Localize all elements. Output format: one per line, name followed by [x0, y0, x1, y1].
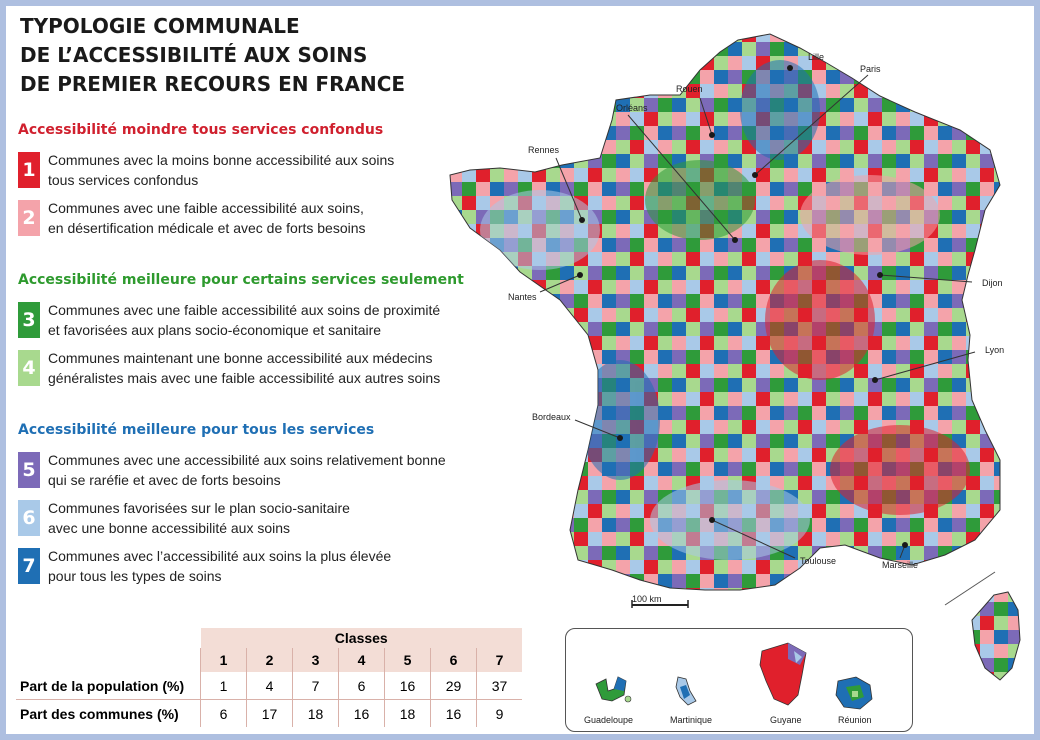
row-label: Part des communes (%) — [16, 699, 201, 727]
legend-item-line: Communes maintenant une bonne accessibil… — [48, 350, 433, 366]
table-cell: 7 — [292, 672, 339, 700]
column-header: 1 — [200, 648, 247, 672]
corsica — [971, 591, 1021, 681]
legend-item-text: Communes avec une accessibilité aux soin… — [48, 450, 528, 490]
legend-item-line: et favorisées aux plans socio-économique… — [48, 322, 382, 338]
legend-item-class-3: 3 Communes avec une faible accessibilité… — [18, 300, 518, 340]
table-header-row: 1 2 3 4 5 6 7 — [16, 648, 522, 672]
insets-drawing — [595, 642, 873, 710]
table-cell: 18 — [292, 699, 339, 727]
legend-item-class-6: 6 Communes favorisées sur le plan socio-… — [18, 498, 518, 538]
legend-item-line: tous services confondus — [48, 172, 199, 188]
legend-item-text: Communes avec une faible accessibilité a… — [48, 198, 528, 238]
city-label-lyon: Lyon — [985, 345, 1005, 355]
column-header: 7 — [476, 648, 522, 672]
row-label: Part de la population (%) — [20, 677, 185, 694]
legend-heading-all-services: Accessibilité meilleure pour tous les se… — [18, 422, 375, 438]
table-cell: 4 — [246, 672, 293, 700]
legend-item-text: Communes avec une faible accessibilité a… — [48, 300, 528, 340]
legend-item-line: pour tous les types de soins — [48, 568, 222, 584]
title-line-3: DE PREMIER RECOURS EN FRANCE — [20, 72, 406, 96]
table-header-classes: Classes — [200, 628, 522, 648]
column-header: 3 — [292, 648, 339, 672]
class-badge: 5 — [18, 452, 40, 488]
table-cell: 6 — [338, 672, 385, 700]
table-cell: 17 — [246, 699, 293, 727]
legend-item-class-4: 4 Communes maintenant une bonne accessib… — [18, 348, 518, 388]
class-badge: 4 — [18, 350, 40, 386]
city-label-toulouse: Toulouse — [800, 556, 837, 566]
legend-item-line: généralistes mais avec une faible access… — [48, 370, 441, 386]
column-header: 2 — [246, 648, 293, 672]
legend-item-line: Communes favorisées sur le plan socio-sa… — [48, 500, 350, 516]
legend-item-line: Communes avec la moins bonne accessibili… — [48, 152, 395, 168]
legend-item-line: Communes avec une accessibilité aux soin… — [48, 452, 446, 468]
class-badge: 2 — [18, 200, 40, 236]
legend-heading-lower-access: Accessibilité moindre tous services conf… — [18, 122, 384, 138]
table-cell: 1 — [200, 672, 247, 700]
legend-item-class-7: 7 Communes avec l’accessibilité aux soin… — [18, 546, 518, 586]
legend-heading-some-services: Accessibilité meilleure pour certains se… — [18, 272, 464, 288]
corsica-separator — [944, 571, 996, 606]
city-label-bordeaux: Bordeaux — [532, 412, 571, 422]
table-row-communes: Part des communes (%) 6 17 18 16 18 16 9 — [16, 699, 522, 727]
legend-item-class-2: 2 Communes avec une faible accessibilité… — [18, 198, 518, 238]
legend-item-line: Communes avec une faible accessibilité a… — [48, 302, 441, 318]
city-label-lille: Lille — [808, 52, 825, 62]
column-header: 4 — [338, 648, 385, 672]
column-header: 6 — [430, 648, 477, 672]
class-share-table: Classes 1 2 3 4 5 6 7 Part de la populat… — [16, 628, 522, 727]
city-label-marseille: Marseille — [882, 560, 919, 570]
table-cell: 16 — [430, 699, 477, 727]
legend-item-line: qui se raréfie et avec de forts besoins — [48, 472, 281, 488]
class-badge: 1 — [18, 152, 40, 188]
legend-item-line: Communes avec l’accessibilité aux soins … — [48, 548, 392, 564]
city-label-rouen: Rouen — [676, 84, 703, 94]
city-label-orleans: Orléans — [616, 103, 648, 113]
class-badge: 6 — [18, 500, 40, 536]
legend-item-class-1: 1 Communes avec la moins bonne accessibi… — [18, 150, 518, 190]
city-leader-lines — [539, 74, 976, 559]
inset-label-guyane: Guyane — [770, 715, 802, 725]
class-badge: 3 — [18, 302, 40, 338]
city-label-paris: Paris — [860, 64, 881, 74]
scale-bar — [631, 600, 689, 608]
city-label-nantes: Nantes — [508, 292, 537, 302]
legend-item-text: Communes avec la moins bonne accessibili… — [48, 150, 528, 190]
legend-item-text: Communes maintenant une bonne accessibil… — [48, 348, 528, 388]
table-row-population: Part de la population (%) 1 4 7 6 16 29 … — [16, 672, 522, 700]
table-corner — [16, 648, 201, 672]
inset-label-martinique: Martinique — [670, 715, 713, 725]
city-label-dijon: Dijon — [982, 278, 1003, 288]
city-markers — [577, 65, 908, 548]
title-line-1: TYPOLOGIE COMMUNALE — [20, 14, 300, 38]
overseas-insets: Guadeloupe Martinique Guyane Réunion — [565, 628, 913, 732]
legend-item-line: Communes avec une faible accessibilité a… — [48, 200, 364, 216]
class-badge: 7 — [18, 548, 40, 584]
table-corner — [16, 628, 201, 648]
legend-item-line: en désertification médicale et avec de f… — [48, 220, 366, 236]
legend-item-text: Communes avec l’accessibilité aux soins … — [48, 546, 528, 586]
table-cell: 18 — [384, 699, 431, 727]
inset-label-reunion: Réunion — [838, 715, 872, 725]
table-cell: 9 — [476, 699, 522, 727]
legend-item-text: Communes favorisées sur le plan socio-sa… — [48, 498, 528, 538]
scale-label: 100 km — [632, 594, 662, 604]
table-cell: 16 — [338, 699, 385, 727]
table-cell: 29 — [430, 672, 477, 700]
map-title: TYPOLOGIE COMMUNALE DE L’ACCESSIBILITÉ A… — [20, 12, 440, 99]
title-line-2: DE L’ACCESSIBILITÉ AUX SOINS — [20, 43, 368, 67]
inset-label-guadeloupe: Guadeloupe — [584, 715, 634, 725]
table-cell: 6 — [200, 699, 247, 727]
legend-item-class-5: 5 Communes avec une accessibilité aux so… — [18, 450, 518, 490]
table-cell: 37 — [476, 672, 522, 700]
city-label-rennes: Rennes — [528, 145, 560, 155]
regional-tints — [480, 60, 970, 560]
column-header: 5 — [384, 648, 431, 672]
table-cell: 16 — [384, 672, 431, 700]
legend-item-line: avec une bonne accessibilité aux soins — [48, 520, 291, 536]
